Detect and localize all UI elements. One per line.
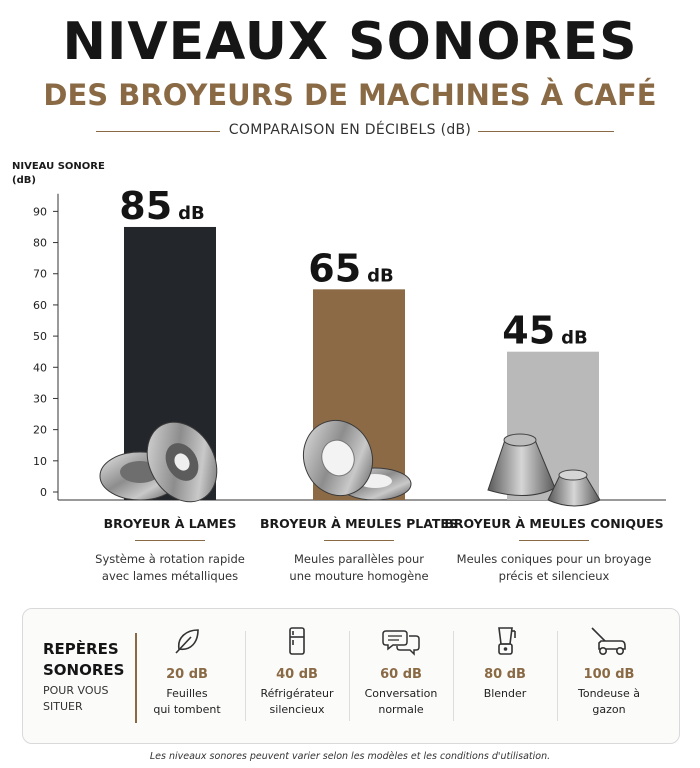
reference-label: Blender (453, 686, 557, 702)
y-tick-label: 0 (40, 486, 47, 499)
reference-divider (557, 631, 558, 721)
reference-subtitle-line: POUR VOUS (43, 684, 109, 697)
reference-item-conversation: 60 dB Conversation normale (349, 625, 453, 718)
y-tick-label: 20 (33, 424, 47, 437)
bar-value-label: 65 dB (308, 246, 394, 290)
reference-panel: REPÈRES SONORES POUR VOUS SITUER 20 dB F… (22, 608, 680, 744)
chart-caption: COMPARAISON EN DÉCIBELS (dB) (228, 122, 472, 138)
reference-db: 40 dB (276, 667, 318, 682)
y-tick-label: 80 (33, 237, 47, 250)
bar-value-label: 85 dB (119, 184, 205, 228)
caption-row: COMPARAISON EN DÉCIBELS (dB) (0, 120, 700, 144)
category-rule (324, 540, 394, 541)
reference-db: 80 dB (484, 667, 526, 682)
conical-burr-icon (487, 433, 601, 507)
page-title: NIVEAUX SONORES (62, 12, 638, 72)
blade-grinder-icon (99, 421, 218, 503)
category-rule (135, 540, 205, 541)
description-line: Meules coniques pour un broyage (456, 552, 652, 566)
caption-rule-left (96, 131, 220, 132)
bar-chart: 0 10 20 30 40 50 60 70 80 90 85 dB 65 dB 45 dB (33, 184, 666, 507)
category-label-flat: BROYEUR À MEULES PLATES (260, 516, 458, 531)
reference-subtitle: POUR VOUS SITUER (43, 683, 109, 715)
reference-label: Tondeuse à gazon (557, 686, 661, 718)
reference-divider (349, 631, 350, 721)
bar-value-label: 45 dB (502, 309, 588, 353)
reference-label-line: Réfrigérateur (260, 687, 334, 700)
y-axis-label: NIVEAU SONORE (dB) (12, 160, 122, 188)
lawnmower-icon (591, 627, 626, 655)
reference-label: Feuilles qui tombent (135, 686, 239, 718)
description-line: avec lames métalliques (101, 569, 239, 583)
category-description-blade: Système à rotation rapide avec lames mét… (60, 551, 280, 585)
y-tick-label: 60 (33, 299, 47, 312)
y-tick-label: 30 (33, 392, 47, 405)
reference-label: Réfrigérateur silencieux (245, 686, 349, 718)
footnote: Les niveaux sonores peuvent varier selon… (149, 751, 551, 762)
reference-item-lawnmower: 100 dB Tondeuse à gazon (557, 625, 661, 718)
reference-label-line: gazon (592, 703, 626, 716)
leaf-icon (175, 629, 199, 654)
reference-label-line: Blender (483, 687, 527, 700)
reference-item-fridge: 40 dB Réfrigérateur silencieux (245, 625, 349, 718)
reference-db: 60 dB (380, 667, 422, 682)
reference-divider (245, 631, 246, 721)
reference-title-line: REPÈRES (43, 640, 119, 658)
description-line: Système à rotation rapide (95, 552, 245, 566)
category-rule (519, 540, 589, 541)
category-description-flat: Meules parallèles pour une mouture homog… (249, 551, 469, 585)
reference-label-line: Feuilles (166, 687, 208, 700)
reference-item-blender: 80 dB Blender (453, 625, 557, 702)
y-tick-label: 50 (33, 330, 47, 343)
reference-db: 20 dB (166, 667, 208, 682)
y-tick-label: 40 (33, 361, 47, 374)
reference-label-line: Conversation (364, 687, 438, 700)
y-tick-label: 90 (33, 205, 47, 218)
y-tick-label: 10 (33, 455, 47, 468)
reference-label-line: qui tombent (153, 703, 221, 716)
category-description-conical: Meules coniques pour un broyage précis e… (444, 551, 664, 585)
category-label-conical: BROYEUR À MEULES CONIQUES (444, 516, 664, 531)
y-axis-label-line: NIVEAU SONORE (12, 161, 105, 172)
category-label-blade: BROYEUR À LAMES (103, 516, 237, 531)
fridge-icon (289, 627, 305, 655)
reference-label-line: normale (378, 703, 424, 716)
reference-label: Conversation normale (349, 686, 453, 718)
description-line: une mouture homogène (289, 569, 429, 583)
y-axis-label-line: (dB) (12, 175, 36, 186)
y-tick-label: 70 (33, 268, 47, 281)
flat-burr-icon (303, 419, 412, 501)
reference-db: 100 dB (583, 667, 635, 682)
reference-label-line: Tondeuse à (577, 687, 640, 700)
page-subtitle: DES BROYEURS DE MACHINES À CAFÉ (43, 78, 657, 112)
description-line: précis et silencieux (498, 569, 610, 583)
speech-bubbles-icon (382, 630, 420, 656)
reference-subtitle-line: SITUER (43, 700, 83, 713)
reference-title-line: SONORES (43, 661, 125, 679)
reference-label-line: silencieux (269, 703, 325, 716)
caption-rule-right (478, 131, 614, 132)
description-line: Meules parallèles pour (293, 552, 425, 566)
blender-icon (498, 627, 516, 655)
reference-divider (453, 631, 454, 721)
reference-accent-bar (135, 633, 137, 723)
reference-item-leaves: 20 dB Feuilles qui tombent (135, 625, 239, 718)
reference-title: REPÈRES SONORES (43, 639, 124, 681)
